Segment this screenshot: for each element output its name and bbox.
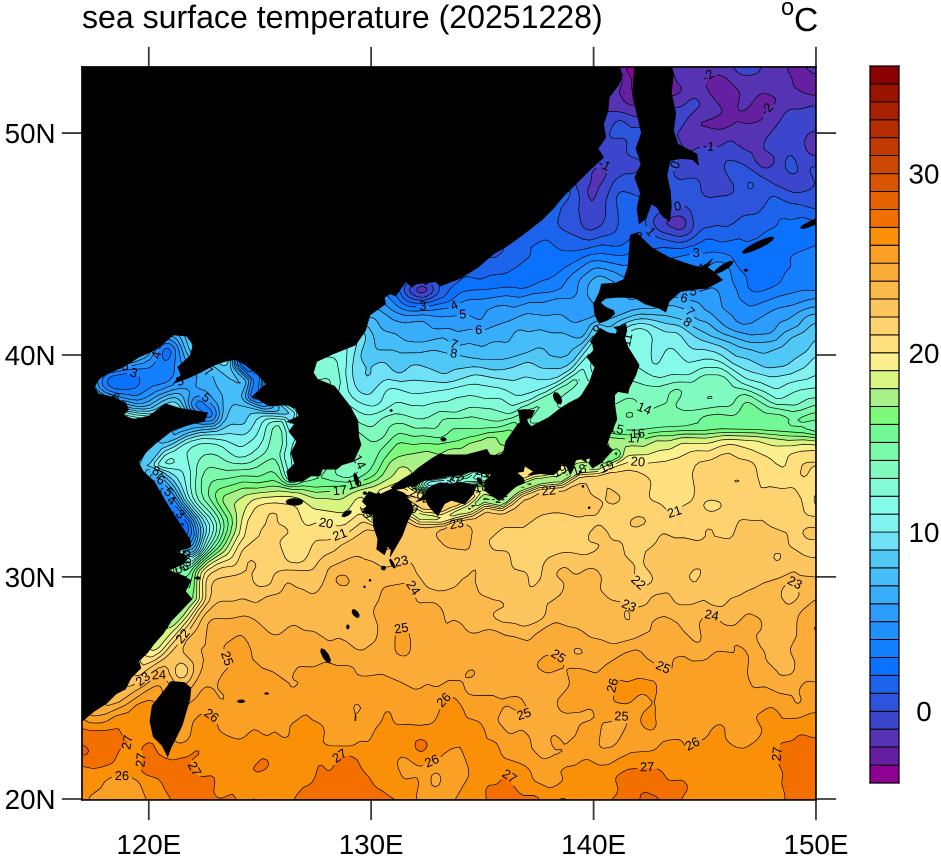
svg-text:-1: -1: [702, 138, 715, 154]
svg-text:140E: 140E: [561, 829, 626, 858]
svg-text:4: 4: [148, 350, 164, 360]
svg-text:sea surface temperature (20251: sea surface temperature (20251228): [82, 0, 603, 35]
svg-text:16: 16: [630, 425, 645, 441]
svg-text:26: 26: [115, 768, 130, 783]
svg-text:0: 0: [667, 159, 684, 171]
svg-text:21: 21: [665, 502, 683, 521]
svg-text:6: 6: [679, 290, 690, 306]
svg-text:5: 5: [459, 306, 467, 322]
svg-text:23: 23: [785, 573, 804, 593]
svg-text:20: 20: [909, 338, 940, 369]
svg-text:5: 5: [690, 283, 697, 298]
svg-text:26: 26: [603, 676, 621, 694]
svg-text:26: 26: [202, 705, 222, 726]
svg-text:27: 27: [640, 759, 655, 774]
svg-text:50N: 50N: [5, 118, 56, 149]
svg-text:25: 25: [654, 657, 673, 676]
svg-text:22: 22: [541, 482, 557, 498]
svg-text:8: 8: [150, 462, 162, 479]
svg-text:14: 14: [635, 399, 654, 418]
svg-text:27: 27: [118, 734, 135, 751]
svg-text:25: 25: [548, 646, 568, 666]
svg-text:25: 25: [393, 619, 410, 636]
svg-text:26: 26: [422, 751, 441, 771]
svg-text:30N: 30N: [5, 562, 56, 593]
svg-text:24: 24: [403, 578, 423, 598]
svg-text:23: 23: [620, 596, 639, 615]
svg-text:27: 27: [329, 746, 349, 766]
svg-text:30: 30: [909, 159, 940, 190]
svg-text:20N: 20N: [5, 784, 56, 815]
svg-text:24: 24: [703, 606, 720, 624]
svg-text:7: 7: [448, 336, 460, 353]
svg-text:6: 6: [111, 389, 121, 405]
svg-text:40N: 40N: [5, 340, 56, 371]
svg-text:20: 20: [318, 514, 335, 531]
svg-text:23: 23: [392, 552, 409, 570]
svg-text:27: 27: [769, 746, 785, 762]
svg-text:C: C: [794, 2, 818, 39]
svg-text:3: 3: [692, 245, 700, 260]
svg-text:6: 6: [475, 322, 482, 337]
svg-text:26: 26: [682, 734, 702, 754]
svg-text:3: 3: [128, 364, 139, 380]
svg-text:23: 23: [448, 515, 465, 532]
svg-text:20: 20: [630, 453, 646, 469]
svg-text:8: 8: [449, 345, 459, 361]
svg-text:27: 27: [185, 759, 205, 779]
svg-text:27: 27: [499, 766, 519, 786]
svg-text:130E: 130E: [339, 829, 404, 858]
svg-text:0: 0: [673, 198, 683, 214]
svg-text:16: 16: [345, 474, 363, 493]
svg-text:25: 25: [515, 704, 533, 723]
svg-text:27: 27: [132, 752, 149, 768]
svg-text:25: 25: [218, 649, 237, 668]
svg-text:o: o: [781, 0, 794, 21]
svg-text:24: 24: [151, 667, 166, 683]
svg-text:3: 3: [419, 298, 427, 313]
svg-text:21: 21: [330, 525, 349, 544]
svg-text:18: 18: [570, 460, 588, 479]
svg-text:150E: 150E: [784, 829, 849, 858]
svg-text:10: 10: [909, 517, 940, 548]
svg-text:25: 25: [614, 708, 629, 723]
svg-text:0: 0: [916, 696, 931, 727]
svg-text:120E: 120E: [116, 829, 181, 858]
svg-text:17: 17: [332, 482, 348, 498]
svg-text:17: 17: [627, 430, 642, 445]
